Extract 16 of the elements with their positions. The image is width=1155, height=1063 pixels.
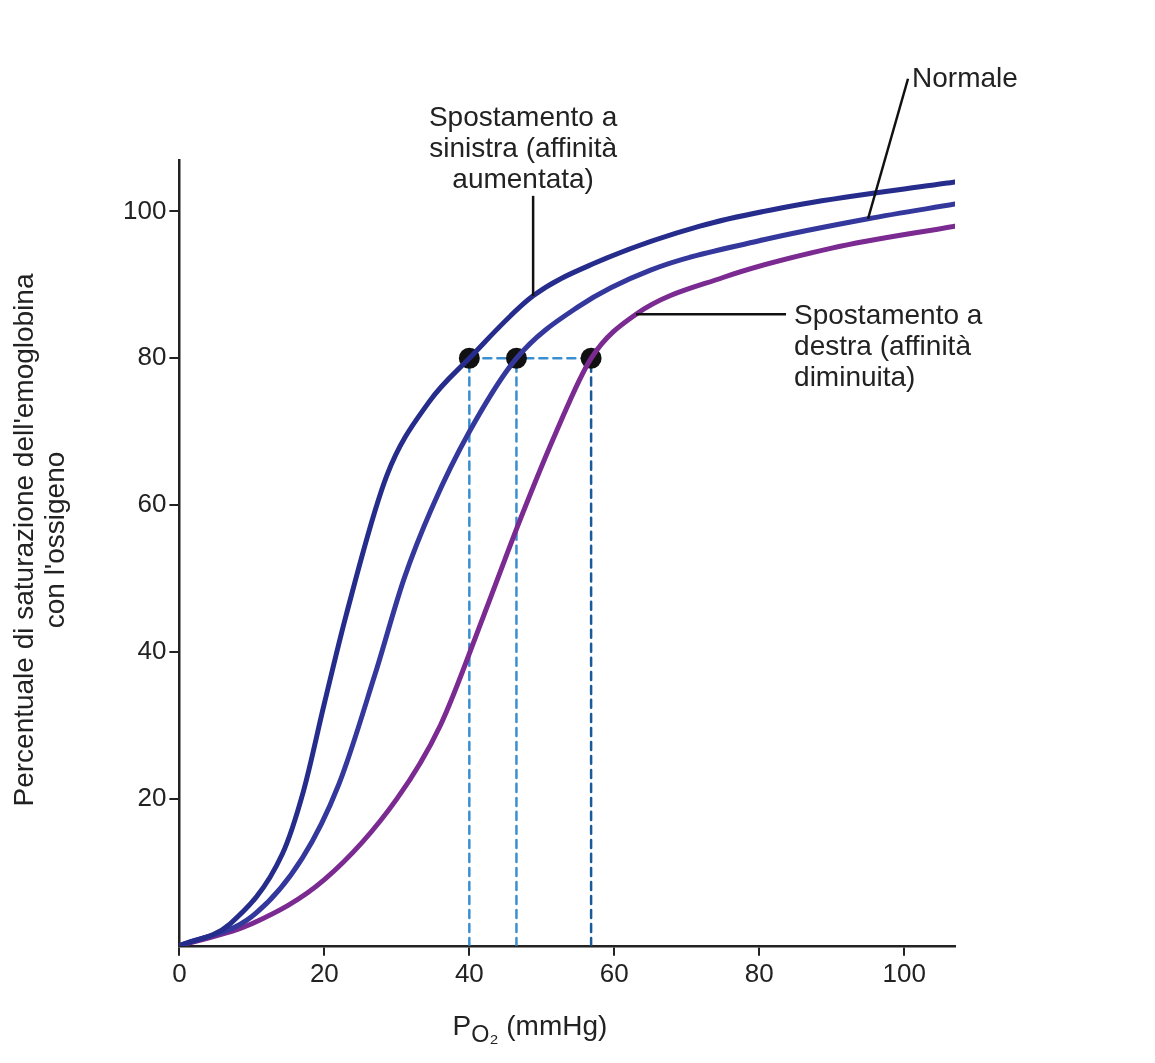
x-tick-label: 100 [882, 957, 926, 988]
x-tick-label: 40 [454, 957, 484, 988]
annotation: Normale [912, 61, 1018, 93]
y-tick-label: 40 [137, 635, 167, 666]
x-tick-label: 0 [172, 957, 187, 988]
x-tick-label: 20 [309, 957, 339, 988]
y-tick-label: 100 [122, 194, 167, 225]
annotation: Spostamento a sinistra (affinità aumentata) [428, 100, 618, 194]
y-tick-label: 80 [137, 341, 167, 372]
x-tick-label: 60 [599, 957, 629, 988]
y-tick-label: 60 [137, 488, 167, 519]
y-tick-label: 20 [137, 782, 167, 813]
x-axis-title: P$_{O₂}$ (mmHg) [451, 1010, 609, 1048]
y-axis-title: Percentuale di saturazione dell'emoglobina con l'ossigeno [8, 272, 71, 809]
x-tick-label: 80 [744, 957, 774, 988]
annotation: Spostamento a destra (affinità diminuita) [794, 299, 983, 393]
